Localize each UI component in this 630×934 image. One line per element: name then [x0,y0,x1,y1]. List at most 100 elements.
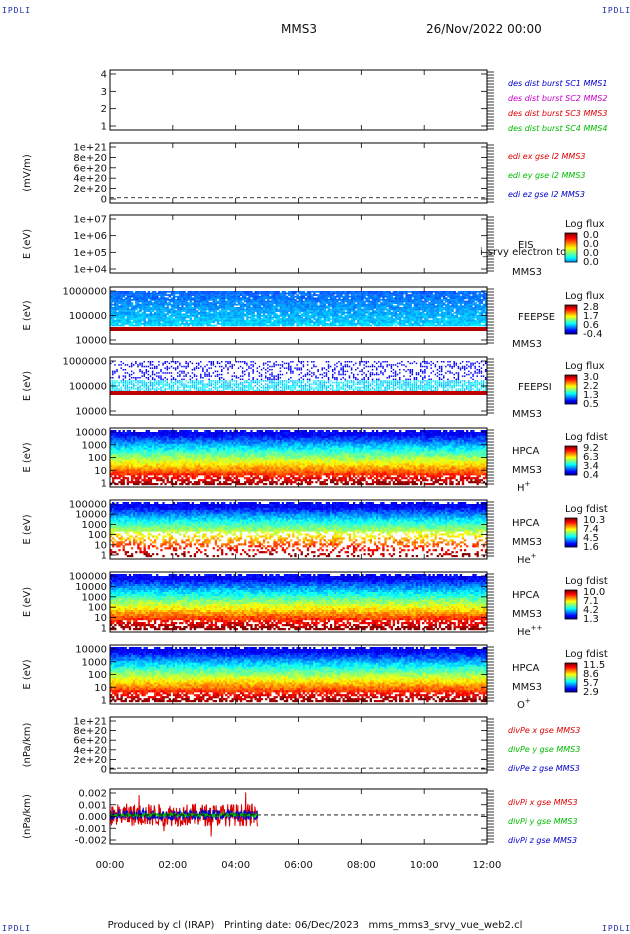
spectrogram-cell [375,313,379,316]
spectrogram-cell [254,319,257,322]
spectrogram-cell [143,324,146,327]
spectrogram-cell [342,292,345,295]
spectrogram-cell [455,311,458,314]
spectrogram-cell [258,389,261,392]
spectrogram-cell [214,307,218,309]
spectrogram-cell [476,300,479,303]
spectrogram-cell [434,318,438,320]
spectrogram-cell [336,311,339,314]
spectrogram-cell [350,307,354,309]
spectrogram-cell [401,319,404,322]
spectrogram-cell [189,319,192,322]
spectrogram-cell [264,294,268,296]
spectrogram-cell [361,297,364,300]
spectrogram-cell [223,295,226,298]
spectrogram-cell [480,299,484,301]
spectrogram-cell [355,310,358,312]
spectrogram-cell [296,369,298,371]
spectrogram-cell [133,372,135,374]
spectrogram-cell [359,302,362,304]
spectrogram-cell [277,380,280,382]
spectrogram-cell [396,300,400,303]
spectrogram-cell [262,323,266,325]
spectrogram-cell [290,386,292,389]
spectrogram-cell [179,294,182,296]
spectrogram-cell [298,369,300,371]
spectrogram-cell [311,302,314,304]
spectrogram-cell [415,319,419,322]
spectrogram-cell [413,292,417,295]
spectrogram-cell [229,302,232,304]
spectrogram-cell [296,307,299,309]
spectrogram-cell [281,321,285,324]
spectrogram-cell [300,299,303,301]
spectrogram-cell [233,300,236,303]
spectrogram-cell [323,323,327,325]
spectrogram-cell [120,294,123,296]
spectrogram-cell [174,378,177,381]
spectrogram-cell [179,313,182,316]
spectrogram-cell [484,323,488,325]
spectrogram-cell [191,386,194,389]
spectrogram-cell [470,300,473,303]
spectrogram-cell [313,310,316,312]
spectrogram-cell [388,316,391,319]
spectrogram-cell [311,315,314,317]
spectrogram-cell [200,323,203,325]
spectrogram-cell [390,315,394,317]
spectrogram-cell [470,318,473,320]
spectrogram-cell [110,316,113,319]
spectrogram-cell [225,313,228,316]
spectrogram-cell [480,291,484,293]
spectrogram-cell [267,389,269,392]
spectrogram-cell [133,297,136,300]
spectrogram-cell [453,316,456,319]
spectrogram-cell [382,319,385,322]
spectrogram-cell [156,305,159,308]
spectrogram-cell [430,323,433,325]
spectrogram-cell [476,295,479,298]
spectrogram-cell [275,294,278,296]
spectrogram-cell [386,319,389,322]
spectrogram-cell [112,313,115,316]
spectrogram-cell [174,324,178,327]
spectrogram-cell [457,292,461,295]
spectrogram-cell [145,305,148,308]
spectrogram-cell [277,388,280,390]
spectrogram-cell [235,313,239,316]
spectrogram-cell [308,294,312,296]
spectrogram-cell [116,311,119,314]
spectrogram-cell [296,385,298,387]
spectrogram-cell [227,381,229,384]
spectrogram-cell [233,372,236,374]
spectrogram-cell [252,386,254,389]
spectrogram-cell [191,321,195,324]
spectrogram-cell [405,319,408,322]
spectrogram-cell [120,318,123,320]
spectrogram-cell [327,305,331,308]
spectrogram-cell [308,318,312,320]
spectrogram-cell [177,361,179,363]
spectrogram-cell [137,324,140,327]
spectrogram-cell [273,386,275,389]
spectrogram-cell [227,313,230,316]
spectrogram-cell [371,323,375,325]
spectrogram-cell [149,381,152,384]
spectrogram-cell [262,294,266,296]
spectrogram-cell [229,299,232,301]
spectrogram-cell [158,299,161,301]
spectrogram-cell [229,385,231,387]
spectrogram-cell [302,315,306,317]
spectrogram-cell [260,319,264,322]
spectrogram-cell [225,310,228,312]
spectrogram-cell [482,324,486,327]
spectrogram-cell [419,324,423,327]
spectrogram-cell [277,316,280,319]
spectrogram-cell [218,365,221,368]
spectrogram-cell [246,299,249,301]
spectrogram-cell [174,307,178,309]
spectrogram-cell [133,388,135,390]
spectrogram-cell [478,303,482,306]
spectrogram-cell [321,324,324,327]
